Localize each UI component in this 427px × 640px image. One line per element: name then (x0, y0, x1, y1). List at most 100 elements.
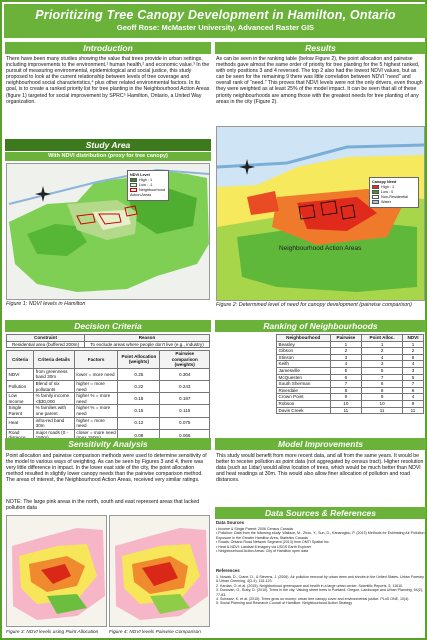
poster-authors: Geoff Rose: McMaster University, Advance… (116, 23, 315, 32)
ranking-table: Neighbourhood Pairwise Point Alloc. NDVI… (276, 334, 425, 415)
factor-row: Single Parent% families with one parent h… (5, 404, 210, 418)
ranking-cell: Robson (276, 399, 331, 408)
ranking-row: Gibson 2 2 2 (276, 347, 425, 355)
ndvi-legend-title: NDVI Level (130, 173, 150, 177)
ranking-cell: Riverdale (276, 386, 331, 395)
ranking-cell: 5 (329, 366, 363, 375)
factor-cell: Heat (5, 416, 35, 430)
ranking-cell: Davis Creek (276, 406, 331, 415)
ranking-cell: Jamesville (276, 366, 331, 375)
rank-header-neighbourhood: Neighbourhood (276, 334, 331, 342)
constraint-row: Residential area (buffered 200m) To excl… (6, 340, 210, 349)
ranking-cell: 8 (329, 386, 363, 395)
ranking-cell: 2 (401, 347, 425, 355)
factor-cell: higher % = more need (73, 404, 119, 418)
canopy-need-map-graphic (217, 127, 424, 300)
canopy-legend-nonres: Non-Residential (372, 195, 416, 200)
ndvi-legend-low: Low : -1 (130, 183, 166, 188)
ranking-cell: 7 (361, 373, 403, 382)
factor-cell: 0.15 (117, 404, 161, 418)
ranking-cell: 4 (401, 360, 425, 368)
canopy-legend-nonres-label: Non-Residential (381, 195, 409, 199)
naa-swatch (130, 188, 137, 192)
ranking-row: Robson 10 10 9 (276, 399, 425, 408)
ranking-row: McQuesten 6 7 5 (276, 373, 425, 382)
factor-row: Heat infra-red band 30m higher = more need… (5, 416, 210, 430)
ranking-cell: 10 (361, 399, 403, 408)
data-source-item: • Income & Single Parent: 2006 Census Ca… (216, 527, 293, 531)
canopy-legend-title: Canopy Need (372, 180, 397, 184)
factor-cell: lower = more need (73, 367, 119, 381)
ranking-cell: 4 (401, 393, 425, 401)
sensitivity-note: NOTE: The large pink areas in the north,… (6, 499, 200, 512)
factor-cell: higher = more need (73, 416, 119, 430)
ranking-cell: 4 (329, 360, 363, 368)
figure-3-map (6, 515, 107, 627)
factor-cell: 0.18 (117, 392, 161, 406)
factor-cell: % families with one parent (33, 404, 75, 418)
ndvi-map-graphic (7, 164, 209, 299)
reason-cell: To exclude areas where people don't live… (84, 340, 210, 349)
canopy-legend-water-label: Water (381, 200, 391, 204)
ranking-cell: 3 (401, 366, 425, 375)
ranking-cell: Keith (276, 360, 331, 368)
factor-cell: 0.304 (159, 367, 210, 381)
canopy-legend: Canopy Need High : 1 Low : 0 Non-Residen… (369, 177, 419, 208)
ndvi-legend-high-label: High : 1 (139, 178, 153, 182)
ranking-cell: 7 (401, 380, 425, 388)
ranking-cell: Beasley (276, 340, 331, 349)
canopy-legend-high-label: High : 1 (381, 185, 395, 189)
factor-cell: 0.25 (117, 367, 161, 381)
ndvi-map: NDVI Level High : 1 Low : -1 Neighbourho… (6, 163, 210, 300)
ranking-cell: Stinson (276, 353, 331, 362)
ranking-cell: 11 (361, 406, 403, 415)
reference-item: 3. Donovan, G., Butry, D. (2010). Trees … (216, 588, 424, 597)
factor-cell: Pollution (5, 379, 35, 394)
ranking-cell: 6 (361, 380, 403, 388)
ranking-cell: South Sherman (276, 380, 331, 388)
figure-1-caption: Figure 1: NDVI levels in Hamilton (6, 301, 86, 307)
ranking-cell: 11 (401, 406, 425, 415)
factor-cell: higher % = more need (73, 392, 119, 406)
ranking-cell: Crown Point (276, 393, 331, 401)
reference-item: 4. Schwarz, K. et al. (2015). Trees grow… (216, 597, 410, 602)
ndvi-legend-naa-label: Neighbourhood Action Areas (130, 188, 165, 197)
figure-3-caption: Figure 3: NDVI levels using Point Alloca… (6, 630, 99, 635)
factor-cell: % family income <$30,000 (33, 392, 75, 406)
rank-header-ndvi: NDVI (401, 334, 425, 342)
ranking-heading: Ranking of Neighbourhoods (215, 320, 426, 332)
results-body: As can be seen in the ranking table (bel… (216, 56, 423, 105)
ranking-cell: 4 (361, 353, 403, 362)
intro-heading: Introduction (5, 42, 211, 54)
constraint-header: Constraint (6, 334, 85, 342)
factor-row: NDVI from greenness band 30m lower = more … (5, 367, 210, 381)
data-source-item: • Heat & NDVI: Landsat 8 imagery via USG… (216, 544, 312, 549)
ranking-row: Davis Creek 11 11 11 (276, 406, 425, 415)
factor-cell: NDVI (5, 367, 35, 381)
constraint-table: Constraint Reason Residential area (buff… (6, 334, 210, 349)
factor-cell: 0.115 (159, 404, 210, 418)
results-heading: Results (215, 42, 426, 54)
ranking-cell: 7 (329, 380, 363, 388)
sources-heading: Data Sources & References (215, 507, 426, 519)
factor-cell: higher = more need (73, 379, 119, 394)
ranking-cell: 1 (361, 340, 403, 349)
constraint-header-row: Constraint Reason (6, 334, 210, 342)
ndvi-legend-high: High : 1 (130, 178, 166, 183)
ranking-row: Jamesville 5 5 3 (276, 366, 425, 375)
ndvi-low-swatch (130, 183, 137, 187)
ranking-cell: 10 (329, 399, 363, 408)
reference-item: 1. Nowak, D., Crane, D., & Stevens, J. (… (216, 575, 424, 584)
factor-header-point: Point Allocation (weights) (117, 350, 161, 369)
rank-header-point: Point Alloc. (361, 334, 403, 342)
ranking-row: Crown Point 9 9 4 (276, 393, 425, 401)
ranking-row: South Sherman 7 6 7 (276, 380, 425, 388)
factor-row: Low Income% family income <$30,000 higher… (5, 392, 210, 406)
ranking-row: Riverdale 8 8 6 (276, 386, 425, 395)
figure-4-graphic (110, 516, 209, 626)
ranking-cell: 5 (361, 366, 403, 375)
factor-header-pairwise: Pairwise comparison (weights) (159, 350, 210, 369)
factor-cell: 0.12 (117, 416, 161, 430)
factors-header-row: Criteria Criteria details Factors Point … (5, 350, 210, 369)
